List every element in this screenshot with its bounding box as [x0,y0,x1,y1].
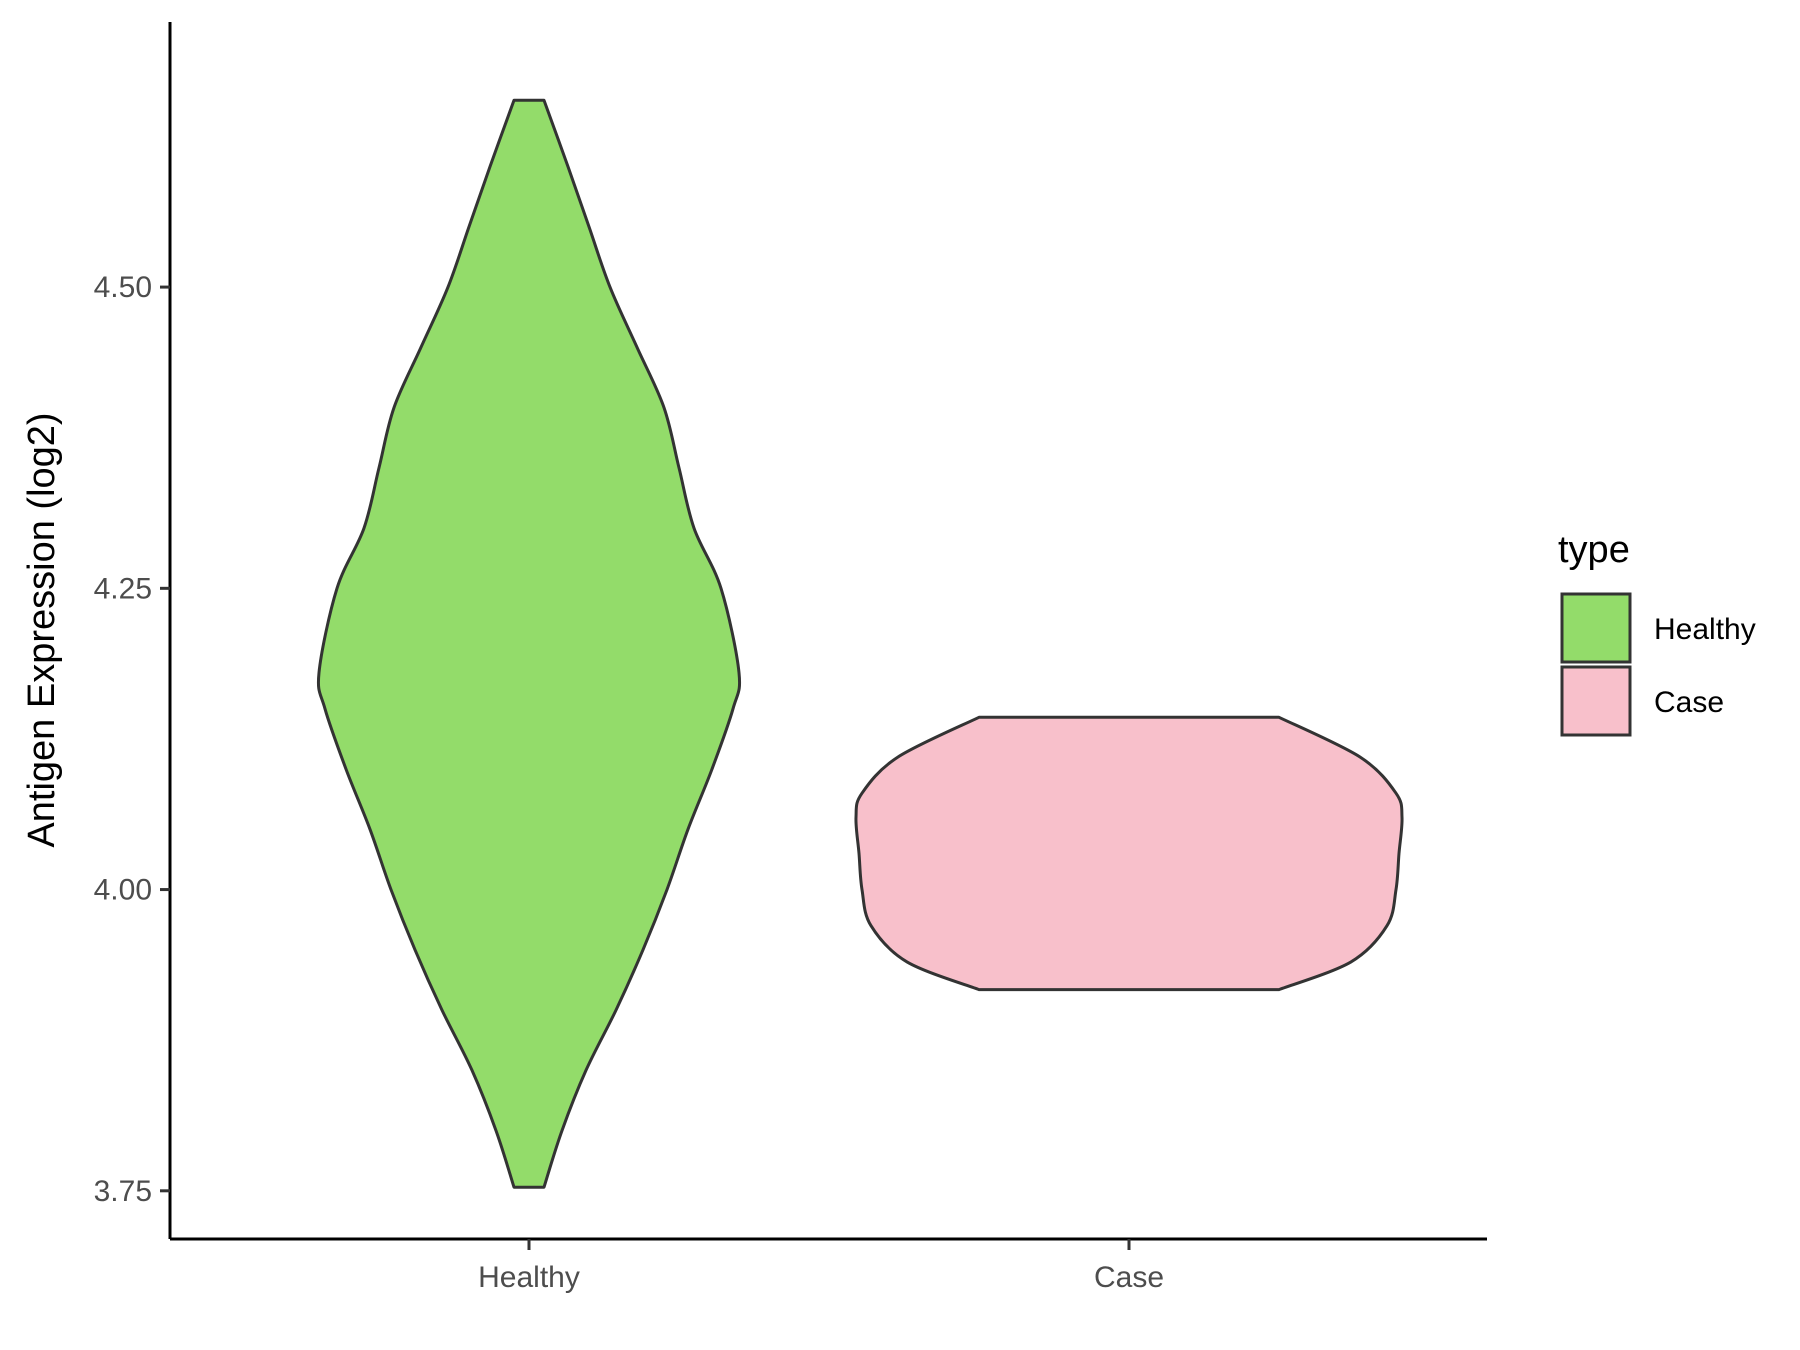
x-axis-ticks: Healthy Case [478,1239,1164,1294]
legend-label-healthy: Healthy [1654,613,1756,646]
x-tick-label: Healthy [478,1261,580,1294]
y-axis-title: Antigen Expression (log2) [21,412,63,847]
y-tick-label: 4.00 [94,874,152,907]
violin-group [316,98,1404,1189]
legend: type Healthy Case [1558,529,1756,737]
y-tick-label: 4.25 [94,572,152,605]
y-tick-label: 4.50 [94,271,152,304]
x-tick-label: Case [1094,1261,1164,1294]
legend-swatch-case [1560,665,1632,737]
y-axis-ticks: 3.75 4.00 4.25 4.50 [94,271,170,1208]
y-tick-label: 3.75 [94,1175,152,1208]
violin-healthy [316,98,742,1189]
legend-title: type [1558,529,1630,571]
violin-case [854,715,1404,992]
legend-swatch-healthy [1560,592,1632,664]
legend-label-case: Case [1654,686,1724,719]
